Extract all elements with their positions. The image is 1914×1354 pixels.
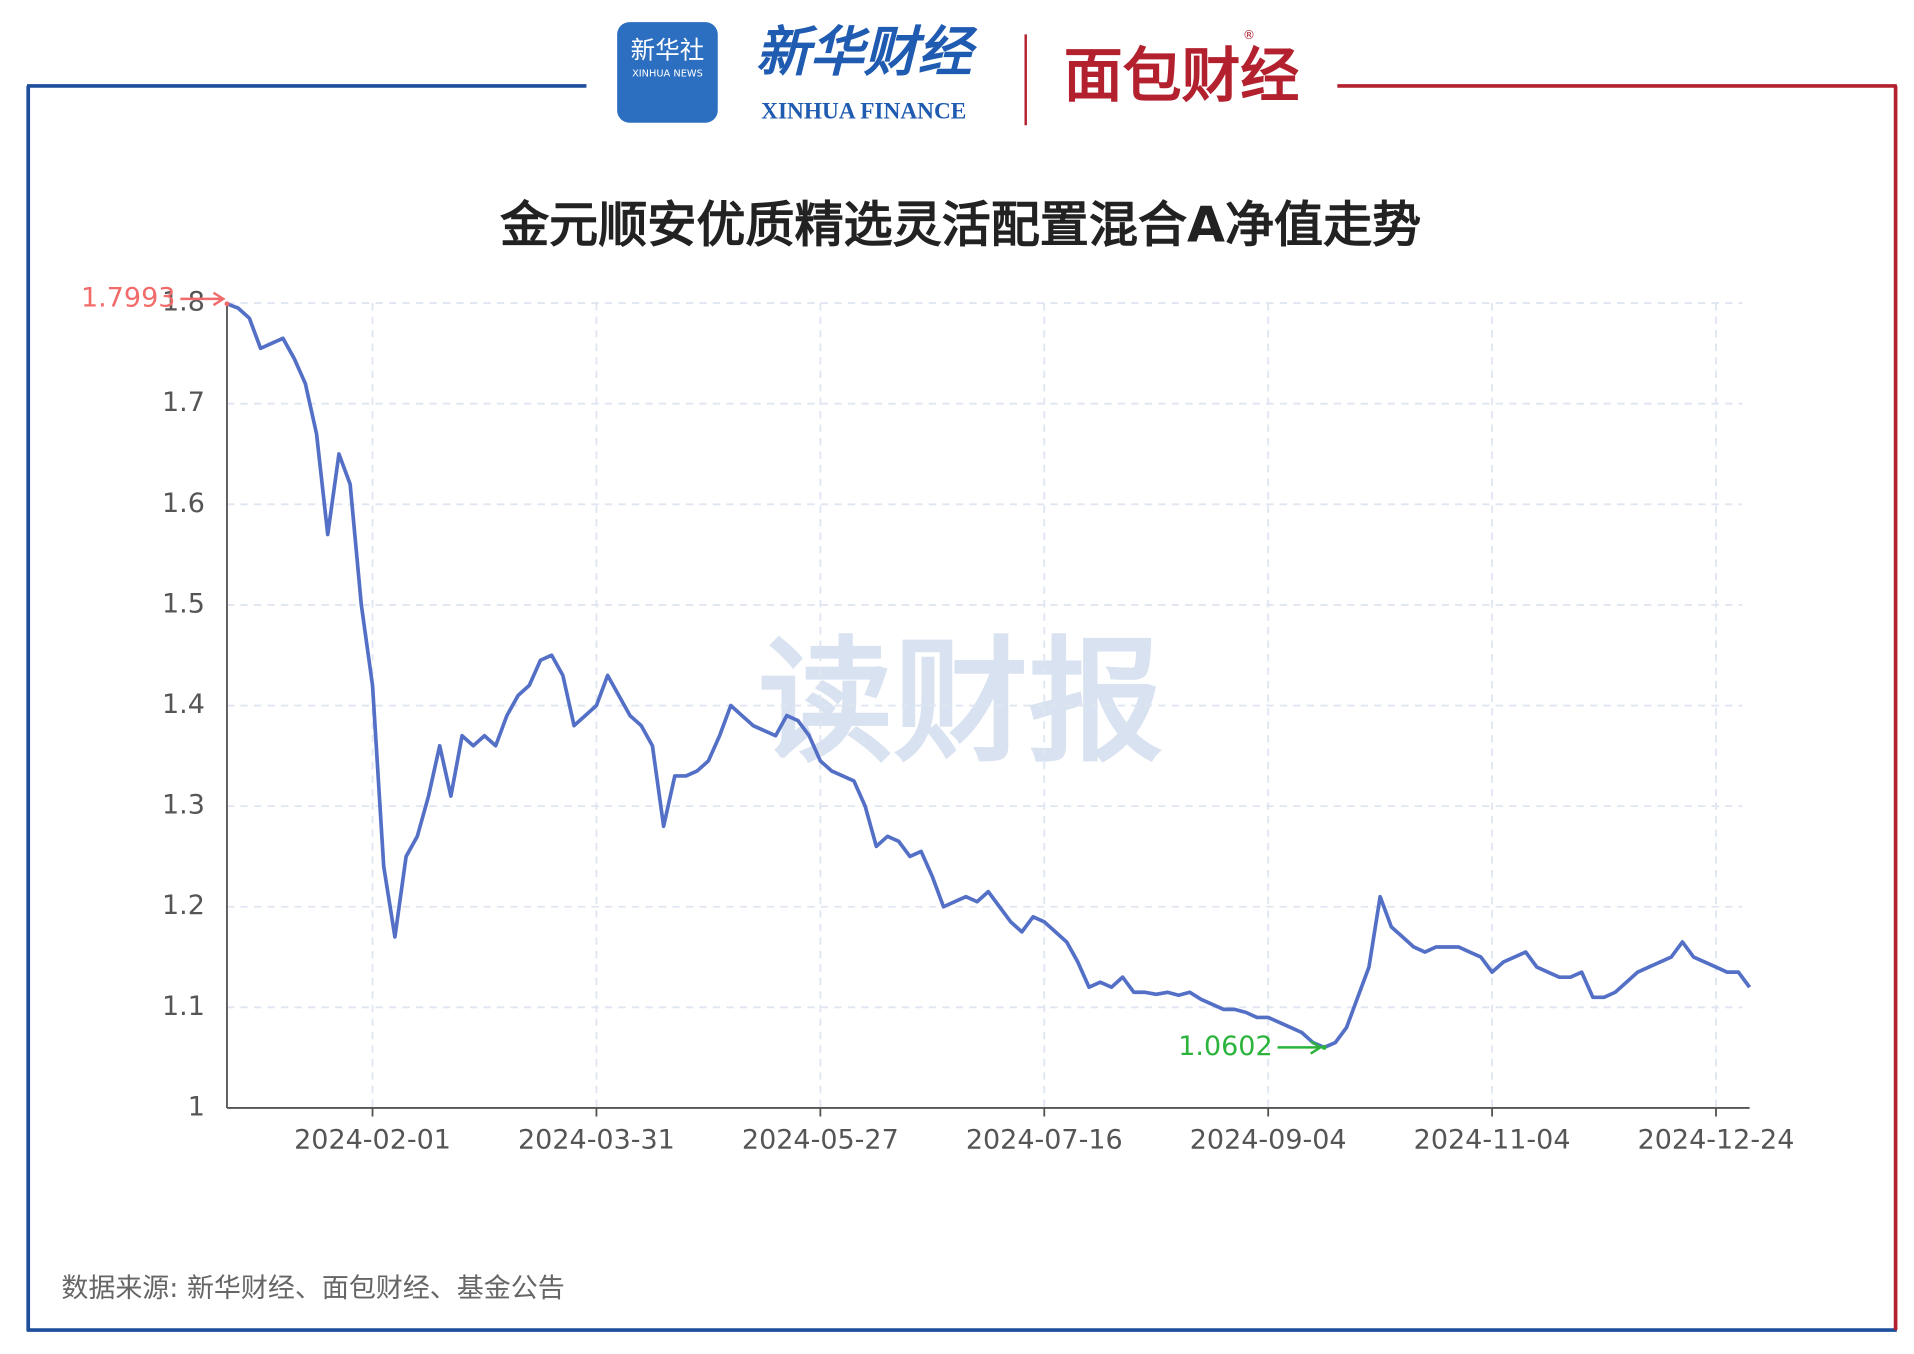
y-tick-label: 1.6 (162, 488, 205, 519)
logo-box (617, 22, 718, 123)
y-tick-label: 1.5 (162, 588, 205, 619)
x-tick-label: 2024-12-24 (1638, 1125, 1795, 1156)
brand-text: 新华财经 (756, 20, 978, 84)
y-tick-label: 1.3 (162, 790, 205, 821)
y-tick-label: 1.4 (162, 689, 205, 720)
logo-text: 新华社 (631, 36, 705, 65)
watermark: 读财报 (758, 624, 1163, 781)
brand-text: XINHUA FINANCE (761, 98, 966, 124)
marker-dot (1321, 1044, 1327, 1050)
x-tick-label: 2024-03-31 (518, 1125, 675, 1156)
y-tick-label: 1.1 (162, 991, 205, 1022)
min-label: 1.0602 (1178, 1031, 1272, 1062)
partner-text: 面包财经 (1064, 41, 1300, 110)
y-tick-label: 1.8 (162, 287, 205, 318)
x-tick-label: 2024-05-27 (742, 1125, 899, 1156)
x-tick-label: 2024-02-01 (294, 1125, 451, 1156)
partner-mark: ® (1243, 28, 1255, 42)
x-tick-label: 2024-11-04 (1414, 1125, 1571, 1156)
marker-dot (224, 301, 230, 307)
source-note: 数据来源: 新华财经、面包财经、基金公告 (61, 1273, 564, 1304)
x-tick-label: 2024-07-16 (966, 1125, 1123, 1156)
line-series (226, 302, 1752, 1050)
y-tick-label: 1.7 (162, 387, 205, 418)
chart-title: 金元顺安优质精选灵活配置混合A净值走势 (500, 196, 1421, 254)
logo-text: XINHUA NEWS (632, 69, 703, 80)
marker-arrow (1277, 1040, 1323, 1055)
x-tick-label: 2024-09-04 (1190, 1125, 1347, 1156)
marker-arrow (180, 291, 226, 307)
max-label: 1.7993 (81, 282, 175, 313)
y-tick-label: 1 (188, 1091, 205, 1122)
y-tick-label: 1.2 (162, 890, 205, 921)
